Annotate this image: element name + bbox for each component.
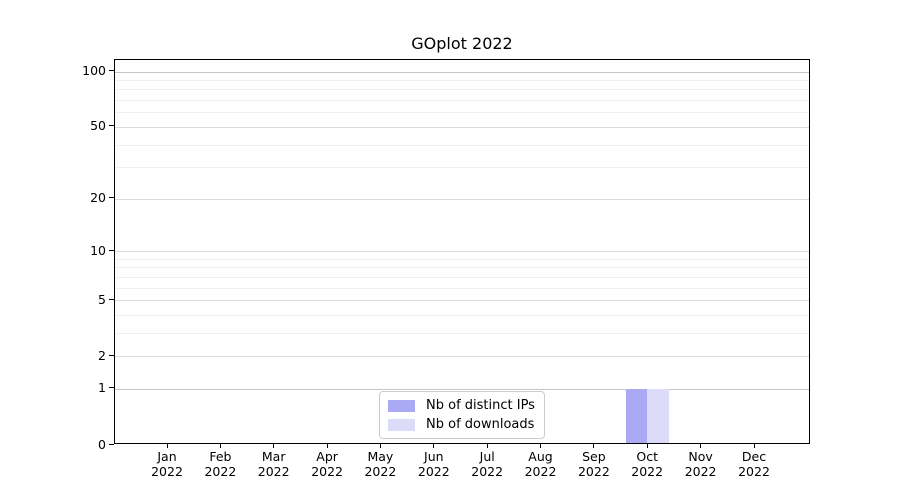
x-tick-mark xyxy=(166,444,168,448)
gridline-major xyxy=(115,388,809,390)
x-tick-mark xyxy=(753,444,755,448)
y-tick-label: 50 xyxy=(90,118,106,134)
bar-oct-distinct-ips xyxy=(625,388,648,443)
legend-swatch-downloads xyxy=(388,418,415,431)
y-tick-mark xyxy=(109,249,114,251)
y-tick-label: 10 xyxy=(90,242,106,258)
gridline-major xyxy=(115,356,809,358)
gridline-minor xyxy=(115,112,809,114)
gridline-minor xyxy=(115,276,809,278)
legend-label-distinct-ips: Nb of distinct IPs xyxy=(426,398,535,413)
x-tick-label: Sep 2022 xyxy=(577,449,610,479)
gridline-minor xyxy=(115,267,809,269)
bar-oct-downloads xyxy=(647,388,669,443)
x-tick-label: Mar 2022 xyxy=(257,449,290,479)
x-tick-label: Aug 2022 xyxy=(524,449,557,479)
legend: Nb of distinct IPs Nb of downloads xyxy=(379,391,545,439)
x-tick-label: Dec 2022 xyxy=(738,449,770,479)
x-tick-label: Oct 2022 xyxy=(631,449,664,479)
gridline-major xyxy=(115,198,809,200)
legend-item-distinct-ips: Nb of distinct IPs xyxy=(388,398,535,413)
x-tick-label: May 2022 xyxy=(364,449,397,479)
legend-swatch-distinct-ips xyxy=(388,399,415,412)
legend-label-downloads: Nb of downloads xyxy=(426,417,535,432)
y-tick-label: 20 xyxy=(90,190,106,206)
y-tick-mark xyxy=(109,70,114,72)
x-tick-mark xyxy=(326,444,328,448)
x-tick-label: Feb 2022 xyxy=(204,449,237,479)
x-tick-mark xyxy=(433,444,435,448)
gridline-minor xyxy=(115,167,809,169)
gridline-major xyxy=(115,126,809,128)
y-tick-label: 1 xyxy=(98,380,106,396)
gridline-major xyxy=(115,251,809,252)
y-tick-mark xyxy=(109,197,114,199)
x-tick-mark xyxy=(219,444,221,448)
gridline-minor xyxy=(115,314,809,316)
y-tick-label: 2 xyxy=(98,347,106,363)
x-tick-label: Jul 2022 xyxy=(471,449,504,479)
y-tick-label: 100 xyxy=(82,63,106,79)
x-tick-mark xyxy=(700,444,702,448)
gridline-minor xyxy=(115,258,809,260)
x-tick-mark xyxy=(379,444,381,448)
x-tick-label: Jun 2022 xyxy=(417,449,450,479)
gridline-minor xyxy=(115,144,809,146)
x-tick-mark xyxy=(273,444,275,448)
y-tick-label: 0 xyxy=(98,436,106,452)
gridline-minor xyxy=(115,89,809,91)
x-tick-mark xyxy=(593,444,595,448)
gridline-minor xyxy=(115,332,809,334)
gridline-major xyxy=(115,71,809,73)
gridline-minor xyxy=(115,100,809,102)
x-tick-mark xyxy=(540,444,541,448)
y-tick-mark xyxy=(109,354,114,356)
y-tick-mark xyxy=(109,298,114,300)
y-tick-mark xyxy=(109,125,114,127)
x-tick-mark xyxy=(646,444,648,448)
gridline-minor xyxy=(115,80,809,81)
gridline-major xyxy=(115,300,809,301)
plot-area xyxy=(114,59,810,444)
legend-item-downloads: Nb of downloads xyxy=(388,417,535,432)
x-tick-label: Apr 2022 xyxy=(311,449,343,479)
x-tick-mark xyxy=(486,444,488,448)
x-tick-label: Jan 2022 xyxy=(151,449,183,479)
x-tick-label: Nov 2022 xyxy=(684,449,717,479)
chart-title: GOplot 2022 xyxy=(411,34,513,53)
y-tick-label: 5 xyxy=(98,291,106,307)
gridline-minor xyxy=(115,287,809,289)
y-tick-mark xyxy=(109,387,114,389)
y-tick-mark xyxy=(109,443,114,445)
